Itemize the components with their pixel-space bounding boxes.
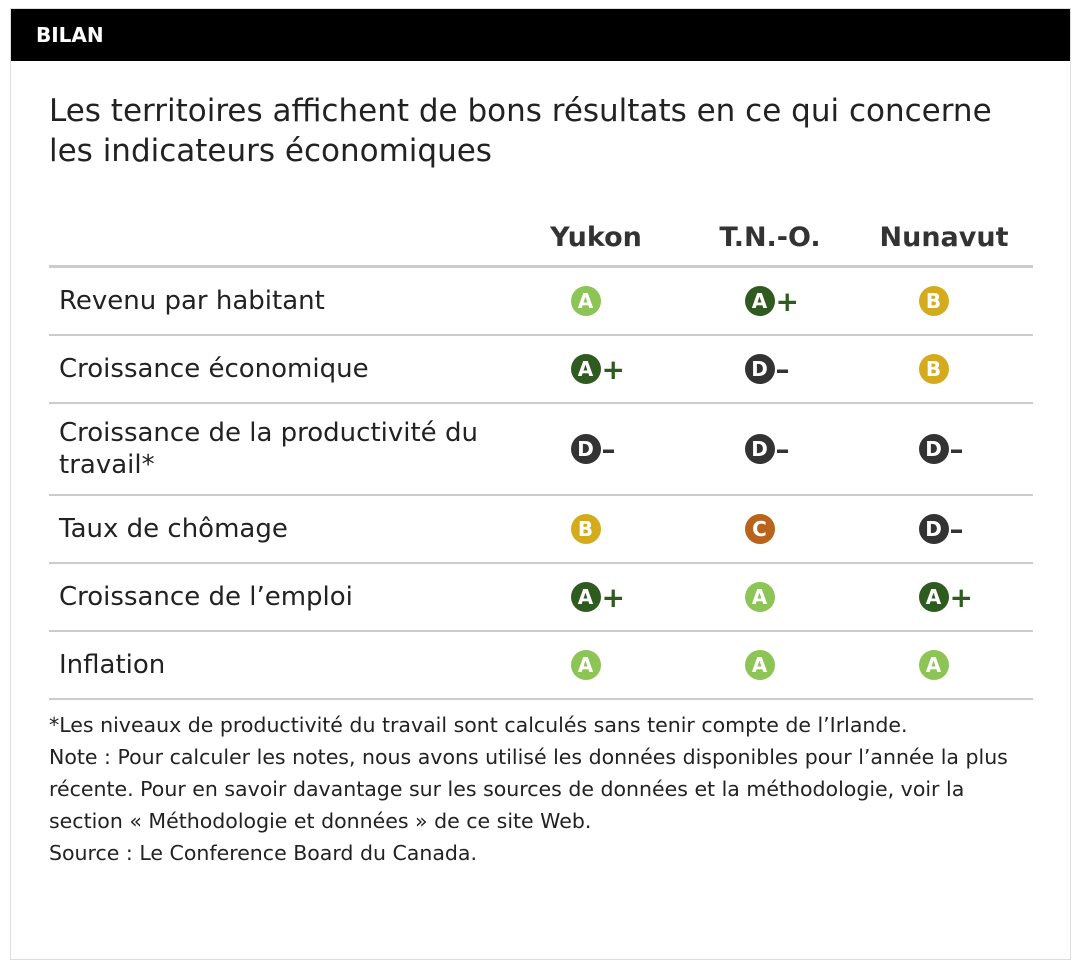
grade: A +: [857, 581, 1031, 614]
grade: B: [857, 286, 1031, 316]
grade-letter: A: [570, 354, 601, 384]
grade-sign: –: [775, 432, 790, 466]
grade-sign: –: [949, 432, 964, 466]
grade: D –: [857, 433, 1031, 466]
panel: BILAN Les territoires affichent de bons …: [10, 8, 1071, 960]
row: Croissance de l’emploi A + A A +: [49, 564, 1033, 632]
row-label: Taux de chômage: [59, 514, 288, 544]
header: BILAN: [11, 9, 1070, 61]
row: Inflation A A A: [49, 632, 1033, 700]
grade-sign: +: [601, 352, 625, 386]
grade-letter: D: [918, 434, 949, 464]
grade: B: [509, 514, 683, 544]
grade-letter: A: [918, 650, 949, 680]
grade: A +: [683, 285, 857, 318]
row-label: Inflation: [59, 650, 166, 680]
grade: A: [683, 582, 857, 612]
grade: D –: [857, 513, 1031, 546]
row-label: Croissance de la productivité du travail…: [59, 418, 478, 480]
note: *Les niveaux de productivité du travail …: [49, 713, 908, 737]
title: Les territoires affichent de bons résult…: [49, 93, 992, 169]
grade-letter: A: [918, 582, 949, 612]
header-row: Yukon T.N.-O. Nunavut: [49, 209, 1033, 268]
notes: *Les niveaux de productivité du travail …: [49, 709, 1009, 869]
grade-sign: –: [601, 432, 616, 466]
note: Source : Le Conference Board du Canada.: [49, 841, 478, 865]
grade-letter: A: [744, 286, 775, 316]
grade: A +: [509, 353, 683, 386]
grade-letter: B: [918, 286, 949, 316]
grade-letter: A: [570, 286, 601, 316]
grade-sign: +: [601, 580, 625, 614]
row: Revenu par habitant A A + B: [49, 268, 1033, 336]
grade-sign: +: [949, 580, 973, 614]
table: Yukon T.N.-O. Nunavut Revenu par habitant A A…: [49, 209, 1033, 700]
grade-letter: A: [570, 582, 601, 612]
row: Taux de chômage B C D –: [49, 496, 1033, 564]
grade: A +: [509, 581, 683, 614]
grade: C: [683, 514, 857, 544]
grade-sign: –: [775, 352, 790, 386]
row: Croissance de la productivité du travail…: [49, 404, 1033, 496]
grade-letter: D: [918, 514, 949, 544]
grade-sign: –: [949, 512, 964, 546]
grade-letter: B: [570, 514, 601, 544]
grade-letter: D: [570, 434, 601, 464]
row-label: Croissance de l’emploi: [59, 582, 353, 612]
column-header: Nunavut: [879, 221, 1009, 253]
grade: D –: [683, 353, 857, 386]
grade: A: [857, 650, 1031, 680]
grade-letter: A: [744, 582, 775, 612]
row-label: Revenu par habitant: [59, 286, 325, 316]
grade: A: [683, 650, 857, 680]
column-header: Yukon: [550, 221, 642, 253]
grade: A: [509, 650, 683, 680]
grade: D –: [509, 433, 683, 466]
grade: D –: [683, 433, 857, 466]
row: Croissance économique A + D – B: [49, 336, 1033, 404]
grade-letter: A: [744, 650, 775, 680]
grade-letter: B: [918, 354, 949, 384]
grade-sign: +: [775, 284, 799, 318]
grade-letter: A: [570, 650, 601, 680]
grade-letter: C: [744, 514, 775, 544]
grade: A: [509, 286, 683, 316]
grade-letter: D: [744, 434, 775, 464]
column-header: T.N.-O.: [719, 221, 821, 253]
note: Note : Pour calculer les notes, nous avo…: [49, 745, 1008, 833]
row-label: Croissance économique: [59, 354, 369, 384]
grade-letter: D: [744, 354, 775, 384]
grade: B: [857, 354, 1031, 384]
